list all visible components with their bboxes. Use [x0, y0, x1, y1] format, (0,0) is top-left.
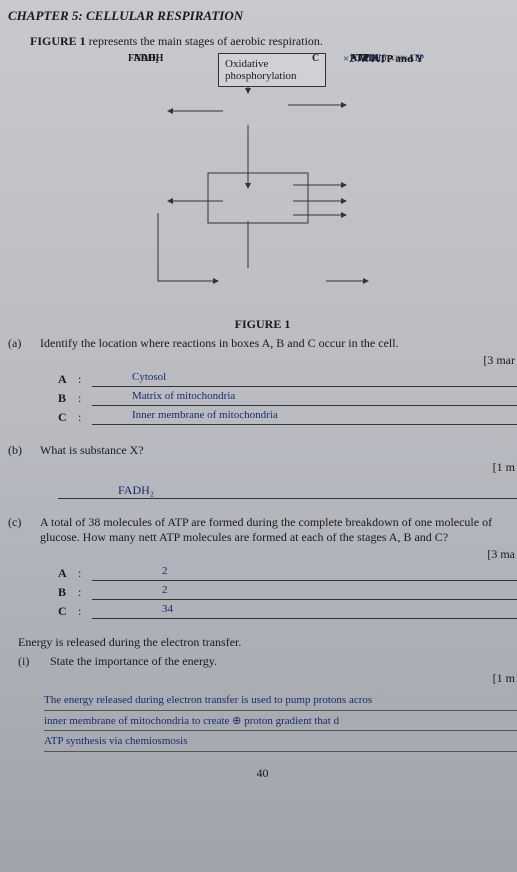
qa-answers: A : Cytosol B : Matrix of mitochondria C…: [58, 371, 517, 425]
box-c: C: [312, 53, 319, 64]
ans-row-c: C : Inner membrane of mitochondria: [58, 409, 517, 425]
qc-b-value: 2: [92, 584, 517, 600]
ans-a-label: A: [58, 372, 78, 387]
question-c: (c) A total of 38 molecules of ATP are f…: [8, 515, 517, 545]
qc-row-b: B : 2: [58, 584, 517, 600]
colon: :: [78, 410, 92, 425]
ans-b-label: B: [58, 391, 78, 406]
qc-num: (c): [8, 515, 40, 545]
colon: :: [78, 566, 92, 581]
fadh2-left: FADH₂: [128, 53, 159, 64]
hand-line-2: inner membrane of mitochondria to create…: [44, 713, 517, 732]
qc-a-label: A: [58, 566, 78, 581]
handwritten-answer: The energy released during electron tran…: [44, 692, 517, 752]
qc-c-label: C: [58, 604, 78, 619]
figure-diagram: Glucose Glycolysis ×2 ATP A NADH Pyruvat…: [68, 53, 428, 313]
figure-intro: FIGURE 1 represents the main stages of a…: [30, 34, 517, 49]
qc-c-value: 34: [92, 603, 517, 619]
atp-and-y: ATP and Y: [372, 53, 423, 65]
qa-num: (a): [8, 336, 40, 351]
qb-text: What is substance X?: [40, 443, 517, 458]
ans-row-a: A : Cytosol: [58, 371, 517, 387]
chapter-title: CHAPTER 5: CELLULAR RESPIRATION: [8, 8, 517, 24]
qc-a-value: 2: [92, 565, 517, 581]
colon: :: [78, 372, 92, 387]
question-b: (b) What is substance X?: [8, 443, 517, 458]
qb-answer: FADH₂: [58, 483, 517, 499]
colon: :: [78, 391, 92, 406]
colon: :: [78, 604, 92, 619]
ans-row-b: B : Matrix of mitochondria: [58, 390, 517, 406]
ans-b-value: Matrix of mitochondria: [92, 390, 517, 406]
qi-num: (i): [18, 654, 50, 669]
ans-a-value: Cytosol: [92, 371, 517, 387]
diagram-lines: [68, 53, 428, 313]
hand-line-1: The energy released during electron tran…: [44, 692, 517, 711]
qc-text: A total of 38 molecules of ATP are forme…: [40, 515, 517, 545]
intro-rest: represents the main stages of aerobic re…: [86, 34, 323, 48]
colon: :: [78, 585, 92, 600]
ans-c-label: C: [58, 410, 78, 425]
qb-num: (b): [8, 443, 40, 458]
figure-caption: FIGURE 1: [8, 317, 517, 332]
question-i: (i) State the importance of the energy.: [18, 654, 517, 669]
qi-marks: [1 m: [8, 671, 517, 686]
qa-marks: [3 mar: [8, 353, 517, 368]
qb-marks: [1 m: [8, 460, 517, 475]
qc-row-c: C : 34: [58, 603, 517, 619]
intro-bold: FIGURE 1: [30, 34, 86, 48]
page-number: 40: [8, 766, 517, 781]
qc-b-label: B: [58, 585, 78, 600]
qc-answers: A : 2 B : 2 C : 34: [58, 565, 517, 619]
hand-line-3: ATP synthesis via chemiosmosis: [44, 733, 517, 752]
ans-c-value: Inner membrane of mitochondria: [92, 409, 517, 425]
question-a: (a) Identify the location where reaction…: [8, 336, 517, 351]
qa-text: Identify the location where reactions in…: [40, 336, 517, 351]
qc-marks: [3 ma: [8, 547, 517, 562]
energy-statement: Energy is released during the electron t…: [18, 635, 517, 650]
qc-row-a: A : 2: [58, 565, 517, 581]
qi-text: State the importance of the energy.: [50, 654, 517, 669]
oxphos-node: Oxidative phosphorylation: [218, 53, 326, 87]
